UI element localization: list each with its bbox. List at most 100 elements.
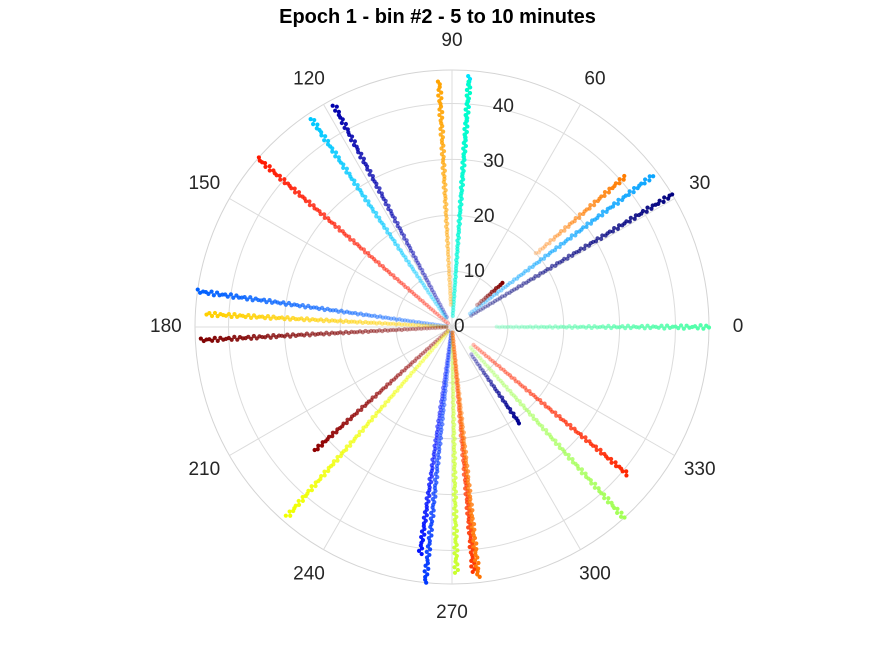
data-point [469, 525, 474, 530]
data-point [548, 238, 553, 243]
data-point [578, 246, 583, 251]
data-point [425, 544, 431, 549]
data-point [330, 149, 335, 154]
data-point [448, 294, 453, 299]
data-point [451, 512, 457, 517]
data-point [440, 385, 446, 390]
data-point [514, 324, 519, 329]
data-point [512, 277, 517, 282]
data-point [659, 323, 664, 328]
data-point [579, 471, 584, 476]
data-point [606, 496, 611, 501]
data-point [444, 383, 449, 388]
data-point [461, 146, 466, 151]
data-point [452, 355, 457, 360]
data-point [309, 488, 314, 493]
data-point [547, 324, 552, 329]
series-1 [469, 192, 675, 318]
data-point [385, 230, 390, 235]
data-point [446, 347, 451, 352]
data-point [450, 313, 455, 318]
data-point [444, 363, 449, 368]
data-point [444, 360, 449, 366]
data-point [446, 263, 451, 268]
data-point [325, 142, 331, 147]
data-point [312, 117, 317, 123]
data-point [311, 203, 316, 208]
data-point [606, 190, 612, 195]
data-point [441, 325, 446, 330]
data-point [453, 361, 458, 366]
data-point [422, 349, 428, 354]
data-point [487, 366, 492, 371]
data-point [583, 243, 588, 248]
data-point [440, 307, 445, 312]
data-point [453, 363, 458, 369]
data-point [452, 288, 457, 293]
tick-labels: 0 30 60 90 120 150 180 210 240 270 300 330 0 10 20 30 40 [150, 30, 743, 623]
data-point [448, 302, 453, 307]
data-point [416, 355, 422, 360]
series-22 [468, 345, 627, 520]
data-point [292, 190, 298, 195]
data-point [424, 278, 430, 283]
data-point [414, 364, 420, 370]
series-18 [450, 330, 460, 575]
data-point [466, 74, 471, 79]
data-point [486, 355, 491, 360]
data-point [256, 155, 261, 160]
data-point [463, 113, 468, 118]
data-point [454, 260, 459, 266]
data-point [480, 301, 486, 306]
data-point [439, 90, 444, 95]
data-point [235, 314, 240, 319]
data-point [477, 574, 482, 579]
data-point [444, 325, 449, 330]
data-point [322, 469, 327, 474]
data-point [452, 291, 457, 296]
data-point [412, 269, 417, 274]
data-point [211, 293, 216, 298]
data-point [443, 380, 448, 385]
data-point [497, 296, 503, 301]
data-point [413, 327, 418, 332]
data-point [661, 199, 666, 204]
data-point [394, 322, 399, 327]
series-4 [475, 280, 505, 307]
data-point [451, 305, 456, 310]
data-point [623, 326, 628, 331]
data-point [443, 369, 449, 374]
data-point [500, 280, 505, 285]
data-point [405, 286, 411, 291]
data-point [422, 272, 427, 278]
data-point [308, 117, 313, 122]
data-point [445, 355, 450, 360]
data-point [405, 318, 410, 323]
data-point [444, 324, 449, 329]
data-point [417, 263, 422, 268]
data-point [448, 333, 454, 338]
data-point [483, 304, 488, 309]
data-point [451, 297, 456, 302]
theta-tick-label: 270 [436, 602, 468, 623]
data-point [437, 306, 442, 311]
theta-tick-label: 240 [293, 564, 325, 585]
data-point [237, 334, 243, 340]
data-point [613, 181, 618, 186]
data-point [331, 459, 337, 464]
data-point [271, 168, 276, 173]
data-point [450, 310, 455, 316]
data-point [418, 297, 423, 302]
data-point [412, 358, 417, 363]
data-point [579, 435, 584, 440]
data-point [476, 354, 481, 359]
data-point [408, 327, 413, 332]
data-point [465, 87, 470, 93]
data-point [439, 305, 444, 310]
data-point [307, 203, 312, 208]
data-point [452, 277, 458, 282]
data-point [326, 465, 331, 470]
data-point [625, 323, 631, 328]
data-point [455, 255, 460, 260]
data-point [271, 314, 276, 319]
